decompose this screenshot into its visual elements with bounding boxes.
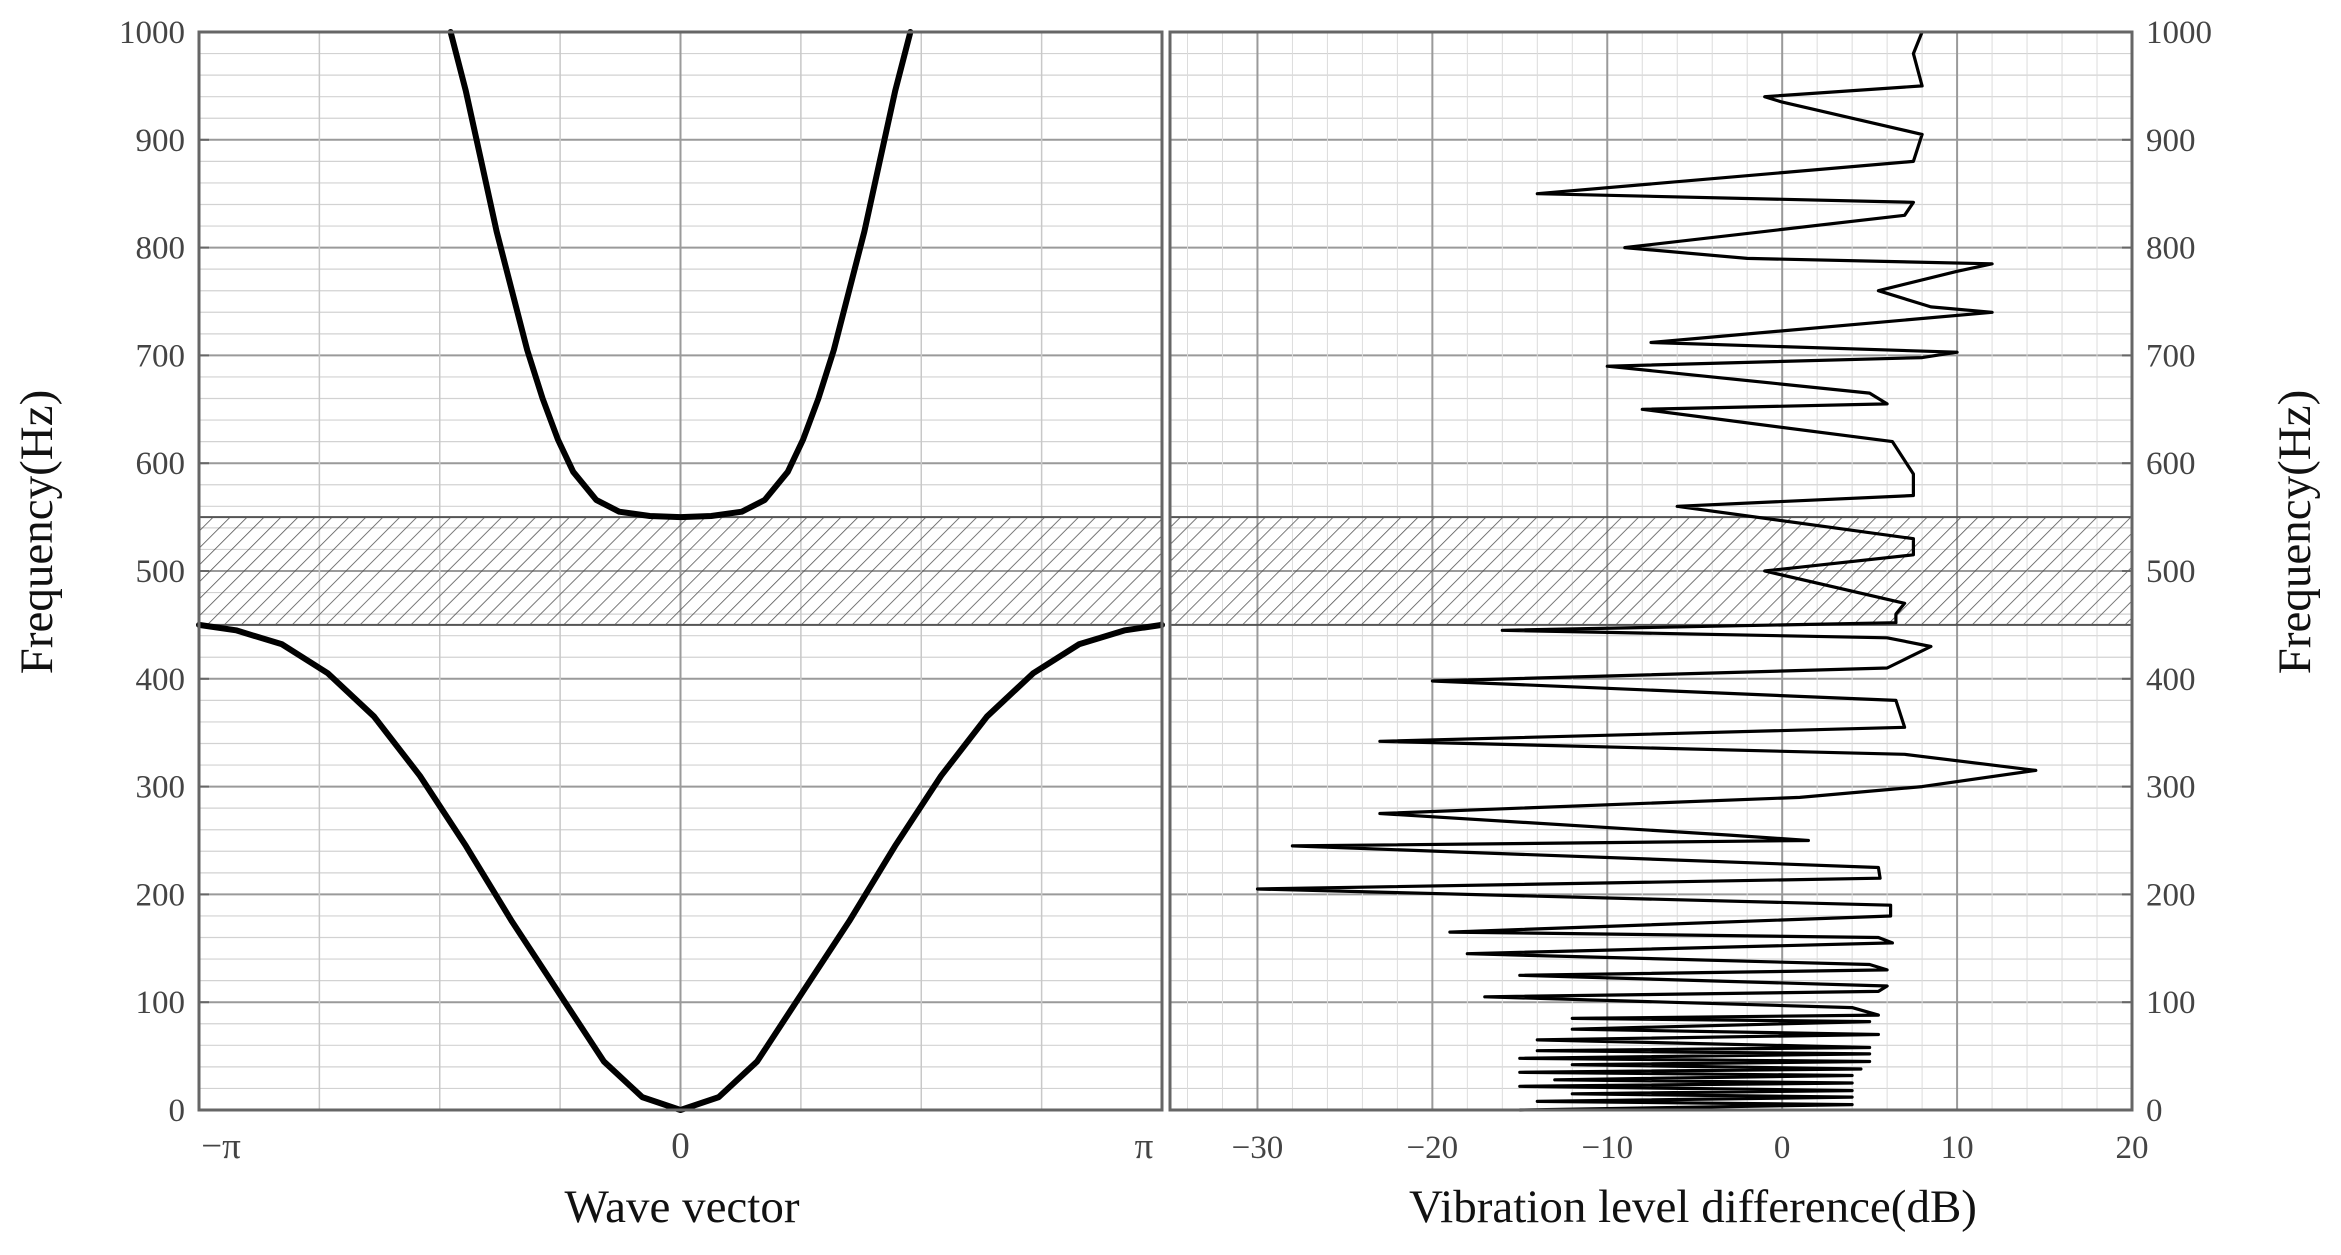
y-tick-label: 0 [169,1093,186,1129]
left-x-axis-title: Wave vector [565,1181,800,1233]
y-tick-label: 500 [2146,554,2196,590]
right-x-tick-labels: −30 −20 −10 0 10 20 [1232,1130,2149,1166]
y-tick-label: 700 [2146,338,2196,374]
x-tick-label: 0 [671,1126,690,1167]
right-y-axis-title: Frequency(Hz) [2269,390,2321,674]
left-y-axis-title: Frequency(Hz) [11,390,63,674]
y-tick-label: 100 [2146,985,2196,1021]
y-tick-label: 300 [2146,770,2196,806]
x-tick-label: −10 [1581,1130,1633,1166]
x-tick-label: 10 [1941,1130,1974,1166]
left-y-tick-labels: 0 100 200 300 400 500 600 700 800 900 1000 [119,15,209,1129]
y-tick-label: 1000 [2146,15,2212,51]
x-tick-label: −20 [1407,1130,1459,1166]
left-x-tick-labels: −π 0 π [201,1126,1153,1167]
right-x-axis-title: Vibration level difference(dB) [1409,1181,1977,1233]
x-tick-label: −30 [1232,1130,1284,1166]
x-tick-label: 20 [2116,1130,2149,1166]
y-tick-label: 800 [136,231,186,267]
x-tick-label: 0 [1774,1130,1791,1166]
y-tick-label: 900 [2146,123,2196,159]
x-tick-label: −π [201,1126,241,1167]
y-tick-label: 300 [136,770,186,806]
y-tick-label: 700 [136,338,186,374]
band-gap-right [1169,516,2133,626]
y-tick-label: 800 [2146,231,2196,267]
right-y-tick-labels: 0 100 200 300 400 500 600 700 800 900 1000 [2122,15,2212,1129]
y-tick-label: 500 [136,554,186,590]
y-tick-label: 900 [136,123,186,159]
y-tick-label: 1000 [119,15,185,51]
series-line-2 [447,29,914,521]
y-tick-label: 200 [2146,877,2196,913]
y-tick-label: 600 [136,446,186,482]
y-tick-label: 100 [136,985,186,1021]
y-tick-label: 400 [136,662,186,698]
y-tick-label: 0 [2146,1093,2163,1129]
y-tick-label: 200 [136,877,186,913]
right-curves [1255,30,2038,1112]
x-tick-label: π [1135,1126,1154,1167]
dispersion-chart: 0 100 200 300 400 500 600 700 800 900 1000 −π 0 π Wa… [11,15,1165,1233]
series-line-1 [1255,30,2038,1112]
y-tick-label: 600 [2146,446,2196,482]
y-tick-label: 400 [2146,662,2196,698]
band-gap-left [198,516,1163,626]
